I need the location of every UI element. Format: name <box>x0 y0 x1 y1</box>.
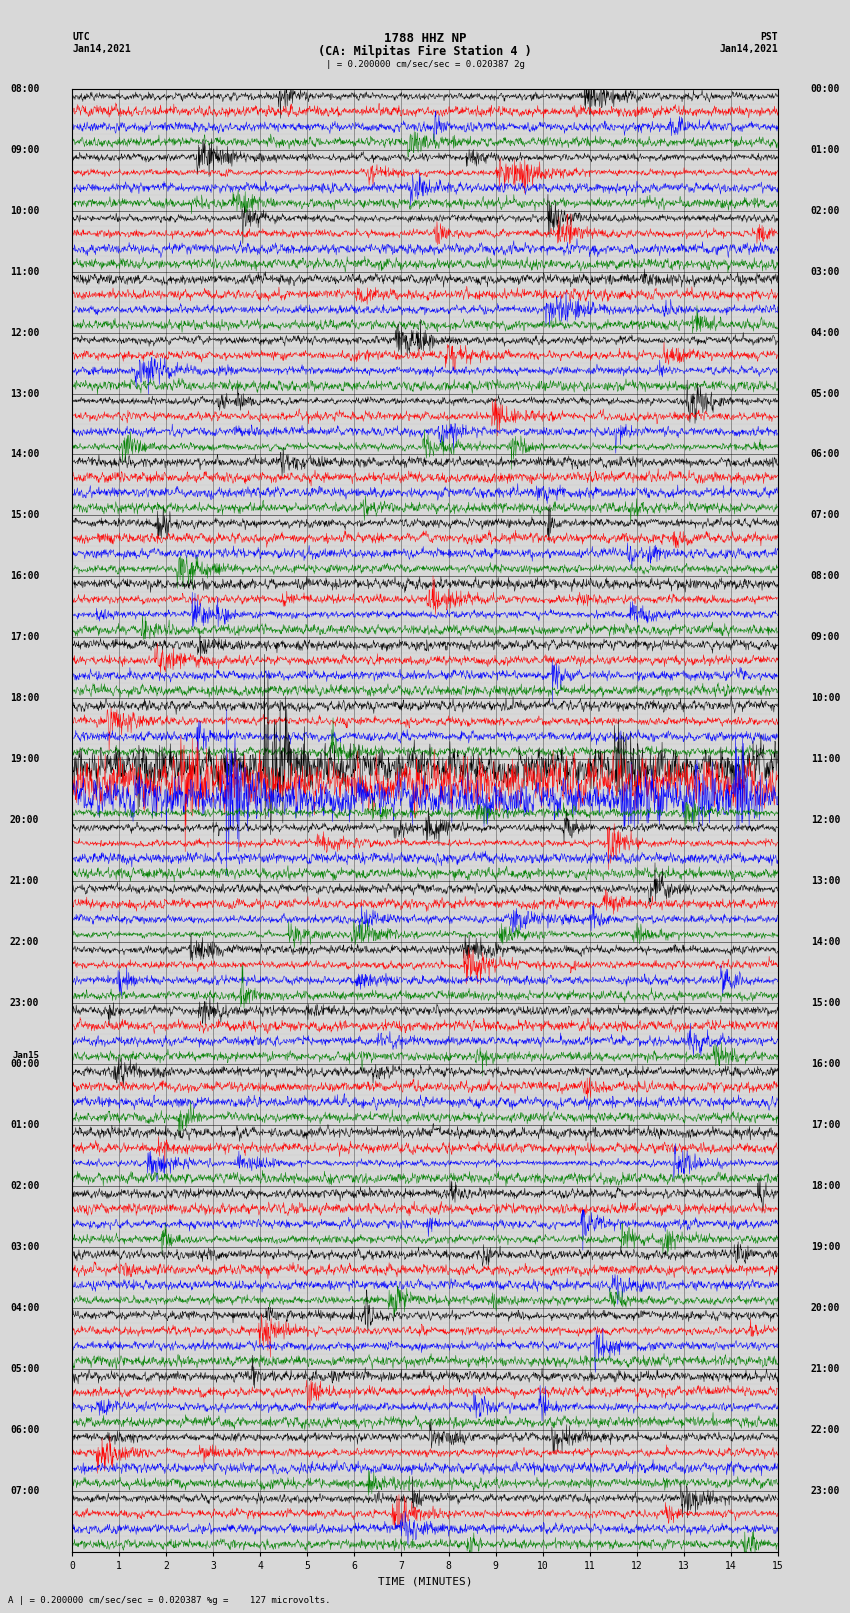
Text: 09:00: 09:00 <box>10 145 39 155</box>
Text: 01:00: 01:00 <box>10 1119 39 1131</box>
Text: PST: PST <box>760 32 778 42</box>
Text: 19:00: 19:00 <box>10 755 39 765</box>
Text: 05:00: 05:00 <box>811 389 840 398</box>
Text: 11:00: 11:00 <box>10 266 39 276</box>
Text: Jan15: Jan15 <box>13 1052 39 1060</box>
Text: 01:00: 01:00 <box>811 145 840 155</box>
Text: A | = 0.200000 cm/sec/sec = 0.020387 %g =    127 microvolts.: A | = 0.200000 cm/sec/sec = 0.020387 %g … <box>8 1595 331 1605</box>
Text: 00:00: 00:00 <box>10 1060 39 1069</box>
Text: 06:00: 06:00 <box>10 1424 39 1436</box>
Text: 03:00: 03:00 <box>811 266 840 276</box>
Text: 16:00: 16:00 <box>811 1060 840 1069</box>
Text: 14:00: 14:00 <box>10 450 39 460</box>
Text: Jan14,2021: Jan14,2021 <box>72 44 131 53</box>
Text: 05:00: 05:00 <box>10 1365 39 1374</box>
Text: 10:00: 10:00 <box>811 694 840 703</box>
Text: 13:00: 13:00 <box>811 876 840 886</box>
Text: 09:00: 09:00 <box>811 632 840 642</box>
Text: 18:00: 18:00 <box>10 694 39 703</box>
Text: 02:00: 02:00 <box>811 205 840 216</box>
Text: 20:00: 20:00 <box>10 815 39 826</box>
Text: UTC: UTC <box>72 32 90 42</box>
Text: 19:00: 19:00 <box>811 1242 840 1252</box>
Text: 00:00: 00:00 <box>811 84 840 94</box>
Text: 08:00: 08:00 <box>10 84 39 94</box>
Text: 02:00: 02:00 <box>10 1181 39 1190</box>
Text: 03:00: 03:00 <box>10 1242 39 1252</box>
Text: 12:00: 12:00 <box>10 327 39 337</box>
Text: 17:00: 17:00 <box>811 1119 840 1131</box>
Text: 23:00: 23:00 <box>10 998 39 1008</box>
Text: 15:00: 15:00 <box>811 998 840 1008</box>
Text: 15:00: 15:00 <box>10 510 39 521</box>
Text: 1788 HHZ NP: 1788 HHZ NP <box>383 32 467 45</box>
Text: 10:00: 10:00 <box>10 205 39 216</box>
Text: 23:00: 23:00 <box>811 1486 840 1495</box>
Text: 11:00: 11:00 <box>811 755 840 765</box>
Text: 14:00: 14:00 <box>811 937 840 947</box>
Text: 20:00: 20:00 <box>811 1303 840 1313</box>
Text: Jan14,2021: Jan14,2021 <box>719 44 778 53</box>
Text: 13:00: 13:00 <box>10 389 39 398</box>
Text: 12:00: 12:00 <box>811 815 840 826</box>
Text: 22:00: 22:00 <box>811 1424 840 1436</box>
Text: 08:00: 08:00 <box>811 571 840 581</box>
Text: 07:00: 07:00 <box>811 510 840 521</box>
Text: 06:00: 06:00 <box>811 450 840 460</box>
Text: | = 0.200000 cm/sec/sec = 0.020387 2g: | = 0.200000 cm/sec/sec = 0.020387 2g <box>326 60 524 69</box>
Text: 04:00: 04:00 <box>811 327 840 337</box>
X-axis label: TIME (MINUTES): TIME (MINUTES) <box>377 1576 473 1586</box>
Text: 21:00: 21:00 <box>811 1365 840 1374</box>
Text: (CA: Milpitas Fire Station 4 ): (CA: Milpitas Fire Station 4 ) <box>318 45 532 58</box>
Text: 04:00: 04:00 <box>10 1303 39 1313</box>
Text: 16:00: 16:00 <box>10 571 39 581</box>
Text: 22:00: 22:00 <box>10 937 39 947</box>
Text: 21:00: 21:00 <box>10 876 39 886</box>
Text: 18:00: 18:00 <box>811 1181 840 1190</box>
Text: 17:00: 17:00 <box>10 632 39 642</box>
Text: 07:00: 07:00 <box>10 1486 39 1495</box>
